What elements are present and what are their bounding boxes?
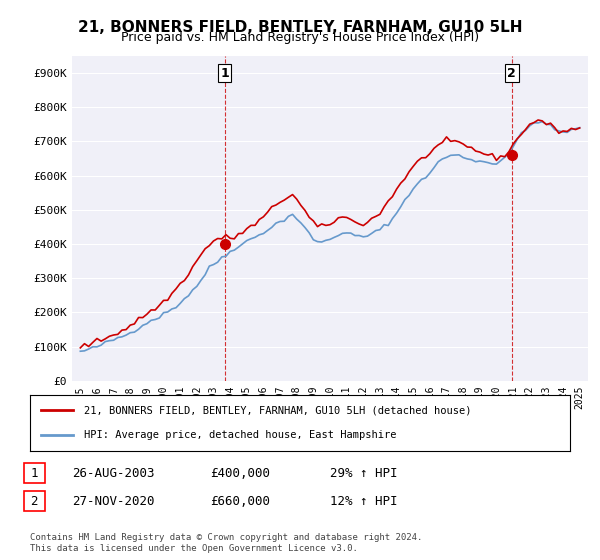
Text: 2: 2 [31,494,38,508]
Text: 1: 1 [31,466,38,480]
Text: Contains HM Land Registry data © Crown copyright and database right 2024.
This d: Contains HM Land Registry data © Crown c… [30,533,422,553]
Text: 21, BONNERS FIELD, BENTLEY, FARNHAM, GU10 5LH: 21, BONNERS FIELD, BENTLEY, FARNHAM, GU1… [78,20,522,35]
Text: 1: 1 [220,67,229,80]
Text: £400,000: £400,000 [210,466,270,480]
Text: 29% ↑ HPI: 29% ↑ HPI [330,466,398,480]
Text: 21, BONNERS FIELD, BENTLEY, FARNHAM, GU10 5LH (detached house): 21, BONNERS FIELD, BENTLEY, FARNHAM, GU1… [84,405,472,416]
Text: HPI: Average price, detached house, East Hampshire: HPI: Average price, detached house, East… [84,430,397,440]
Text: 27-NOV-2020: 27-NOV-2020 [72,494,155,508]
Text: 2: 2 [508,67,516,80]
Text: Price paid vs. HM Land Registry's House Price Index (HPI): Price paid vs. HM Land Registry's House … [121,31,479,44]
Text: 12% ↑ HPI: 12% ↑ HPI [330,494,398,508]
Text: 26-AUG-2003: 26-AUG-2003 [72,466,155,480]
Text: £660,000: £660,000 [210,494,270,508]
